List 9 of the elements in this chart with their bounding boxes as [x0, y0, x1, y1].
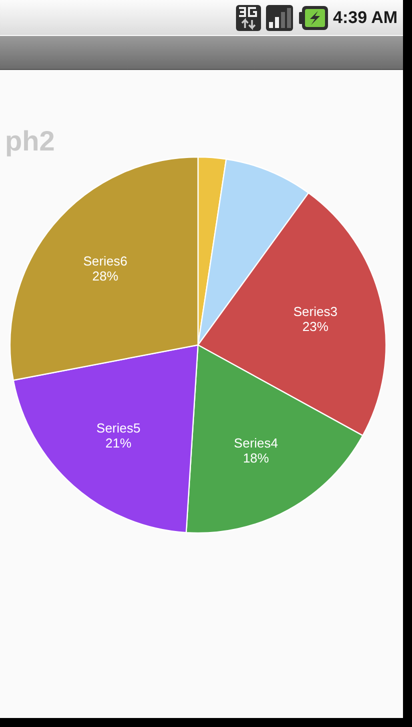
slice-label: Series6: [83, 253, 128, 268]
slice-label: Series3: [293, 304, 338, 319]
data-label: 23%: [302, 318, 329, 334]
text: 4:39 AM: [333, 8, 398, 27]
data-label: 18%: [242, 450, 270, 466]
data-label: 28%: [92, 268, 119, 284]
data-label: 21%: [105, 435, 132, 450]
slice-label: Series5: [96, 420, 140, 436]
slice-label: Series4: [234, 435, 278, 450]
